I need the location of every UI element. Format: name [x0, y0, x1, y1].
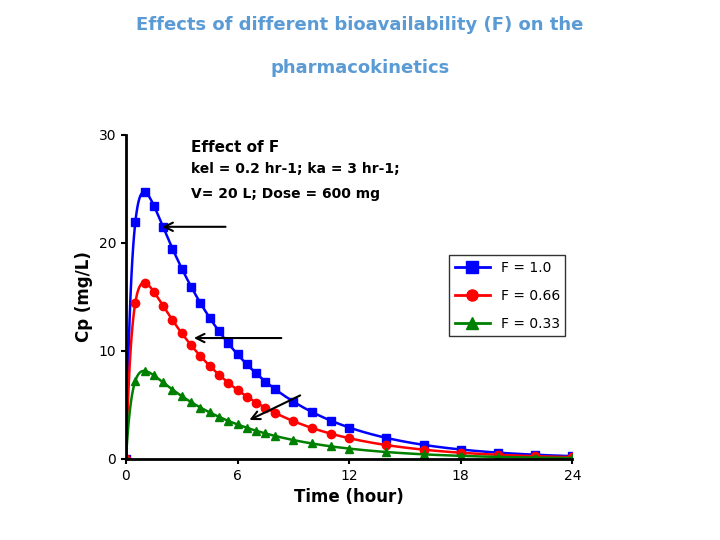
Text: V= 20 L; Dose = 600 mg: V= 20 L; Dose = 600 mg [191, 187, 380, 201]
Text: kel = 0.2 hr-1; ka = 3 hr-1;: kel = 0.2 hr-1; ka = 3 hr-1; [191, 162, 400, 176]
Y-axis label: Cp (mg/L): Cp (mg/L) [75, 252, 93, 342]
Text: Effect of F: Effect of F [191, 140, 279, 156]
X-axis label: Time (hour): Time (hour) [294, 488, 404, 507]
Text: Effects of different bioavailability (F) on the: Effects of different bioavailability (F)… [136, 16, 584, 34]
Text: pharmacokinetics: pharmacokinetics [271, 59, 449, 77]
Legend: F = 1.0, F = 0.66, F = 0.33: F = 1.0, F = 0.66, F = 0.33 [449, 255, 565, 336]
